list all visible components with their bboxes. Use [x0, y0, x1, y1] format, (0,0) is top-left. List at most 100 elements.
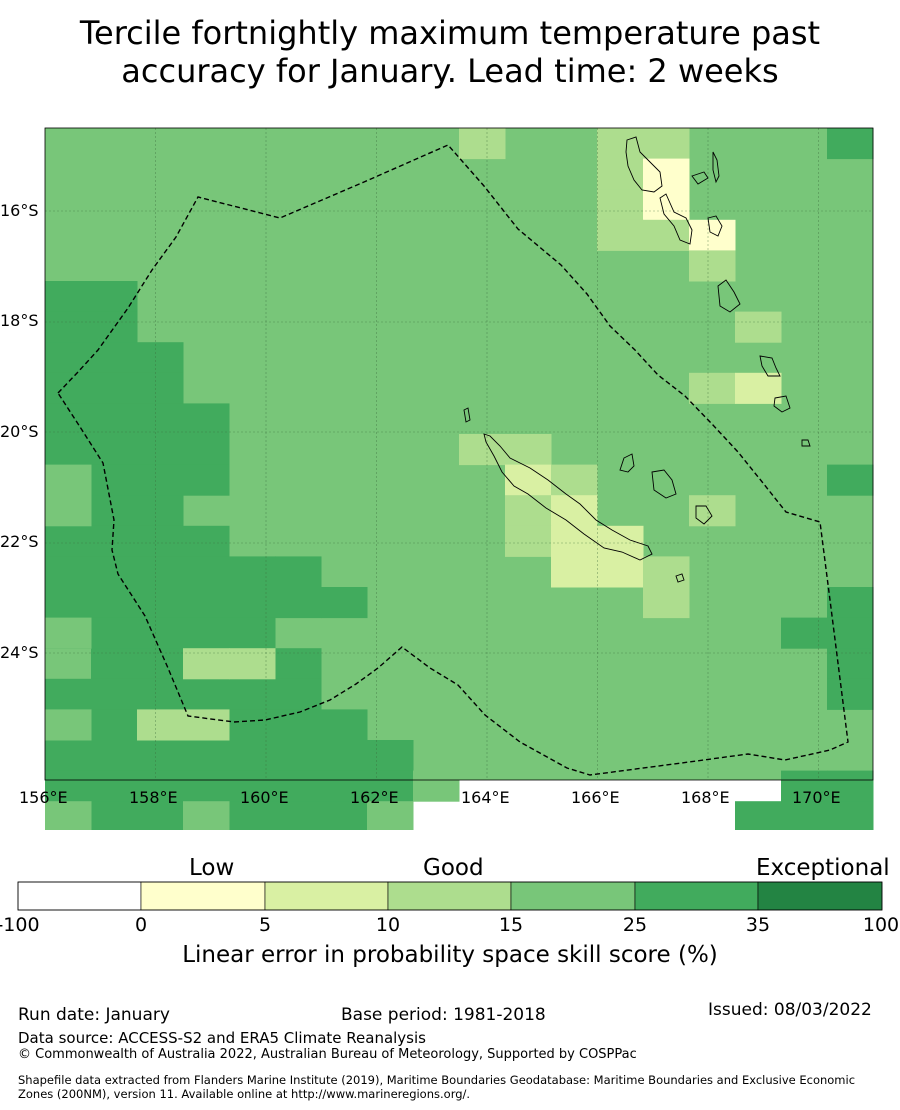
skill-cell	[229, 801, 276, 830]
skill-cell	[137, 678, 184, 710]
skill-cell	[827, 617, 874, 649]
skill-grid	[45, 128, 874, 830]
colorbar-swatch	[264, 881, 389, 911]
skill-cell	[91, 648, 138, 680]
skill-cell	[183, 464, 230, 496]
skill-cell	[643, 587, 690, 619]
data-source: Data source: ACCESS-S2 and ERA5 Climate …	[18, 1029, 426, 1047]
island-outline	[483, 433, 653, 561]
island-outline	[773, 395, 791, 413]
skill-cell	[367, 770, 414, 802]
skill-cell	[275, 587, 322, 619]
colorbar-swatch	[757, 881, 883, 911]
run-date: Run date: January	[18, 1005, 170, 1025]
skill-cell	[45, 311, 92, 343]
skill-cell	[137, 464, 184, 496]
skill-cell	[505, 464, 552, 496]
cb-tick-4: 15	[498, 914, 524, 936]
skill-cell	[459, 434, 506, 466]
x-tick-158: 158°E	[129, 788, 178, 807]
cb-tick-0: -100	[0, 914, 40, 936]
skill-cell	[137, 372, 184, 404]
skill-cell	[275, 709, 322, 741]
y-tick-18s: 18°S	[0, 311, 39, 330]
skill-cell	[91, 464, 138, 496]
skill-cell	[827, 587, 874, 619]
skill-cell	[45, 770, 92, 802]
skill-cell	[551, 525, 598, 557]
skill-cell	[45, 464, 92, 496]
x-tick-162: 162°E	[350, 788, 399, 807]
skill-cell	[597, 219, 644, 251]
skill-cell	[45, 281, 92, 313]
skill-cell	[321, 801, 368, 830]
skill-cell	[827, 770, 874, 802]
skill-cell	[505, 495, 552, 527]
skill-cell	[689, 219, 736, 251]
skill-cell	[91, 740, 138, 772]
y-tick-24s: 24°S	[0, 643, 39, 662]
skill-cell	[275, 740, 322, 772]
skill-cell	[137, 403, 184, 435]
skill-cell	[45, 678, 92, 710]
cb-tick-3: 10	[375, 914, 401, 936]
skill-cell	[643, 158, 690, 190]
copyright: © Commonwealth of Australia 2022, Austra…	[18, 1047, 637, 1062]
y-tick-16s: 16°S	[0, 201, 39, 220]
skill-cell	[45, 617, 92, 649]
skill-cell	[45, 709, 92, 741]
skill-cell	[229, 740, 276, 772]
island-outline	[675, 573, 685, 583]
skill-cell	[183, 556, 230, 588]
colorbar-swatch	[17, 881, 142, 911]
skill-cell	[91, 434, 138, 466]
skill-cell	[689, 495, 736, 527]
skill-cell	[689, 250, 736, 282]
skill-cell	[137, 556, 184, 588]
skill-cell	[229, 678, 276, 710]
skill-cell	[137, 709, 184, 741]
skill-cell	[91, 801, 138, 830]
skill-cell	[137, 342, 184, 374]
skill-cell	[827, 678, 874, 710]
skill-cell	[689, 372, 736, 404]
skill-cell	[413, 770, 460, 802]
x-tick-170: 170°E	[792, 788, 841, 807]
skill-cell	[45, 434, 92, 466]
skill-cell	[183, 648, 230, 680]
skill-cell	[827, 464, 874, 496]
skill-cell	[183, 709, 230, 741]
skill-cell	[45, 525, 92, 557]
skill-cell	[275, 770, 322, 802]
cb-tick-6: 35	[745, 914, 771, 936]
skill-cell	[735, 311, 782, 343]
skill-cell	[229, 556, 276, 588]
chart-title: Tercile fortnightly maximum temperature …	[0, 14, 900, 90]
skill-cell	[183, 770, 230, 802]
colorbar-frame	[17, 881, 883, 911]
colorbar-label: Linear error in probability space skill …	[182, 942, 718, 968]
y-tick-22s: 22°S	[0, 532, 39, 551]
skill-cell	[505, 525, 552, 557]
skill-cell	[183, 434, 230, 466]
island-outline	[712, 151, 720, 184]
skill-cell	[183, 801, 230, 830]
coastlines	[463, 136, 811, 583]
skill-cell	[781, 617, 828, 649]
skill-cell	[781, 801, 828, 830]
skill-cell	[137, 587, 184, 619]
skill-cell	[91, 525, 138, 557]
skill-cell	[643, 556, 690, 588]
skill-cell	[91, 709, 138, 741]
skill-cell	[137, 740, 184, 772]
title-line-2: accuracy for January. Lead time: 2 weeks	[121, 52, 779, 90]
island-outline	[651, 469, 677, 499]
skill-cell	[91, 372, 138, 404]
base-period: Base period: 1981-2018	[341, 1005, 546, 1025]
issued-date: Issued: 08/03/2022	[708, 1000, 872, 1020]
skill-cell	[321, 587, 368, 619]
skill-cell	[183, 678, 230, 710]
skill-map	[44, 127, 874, 830]
skill-cell	[229, 770, 276, 802]
graticule	[45, 128, 873, 780]
